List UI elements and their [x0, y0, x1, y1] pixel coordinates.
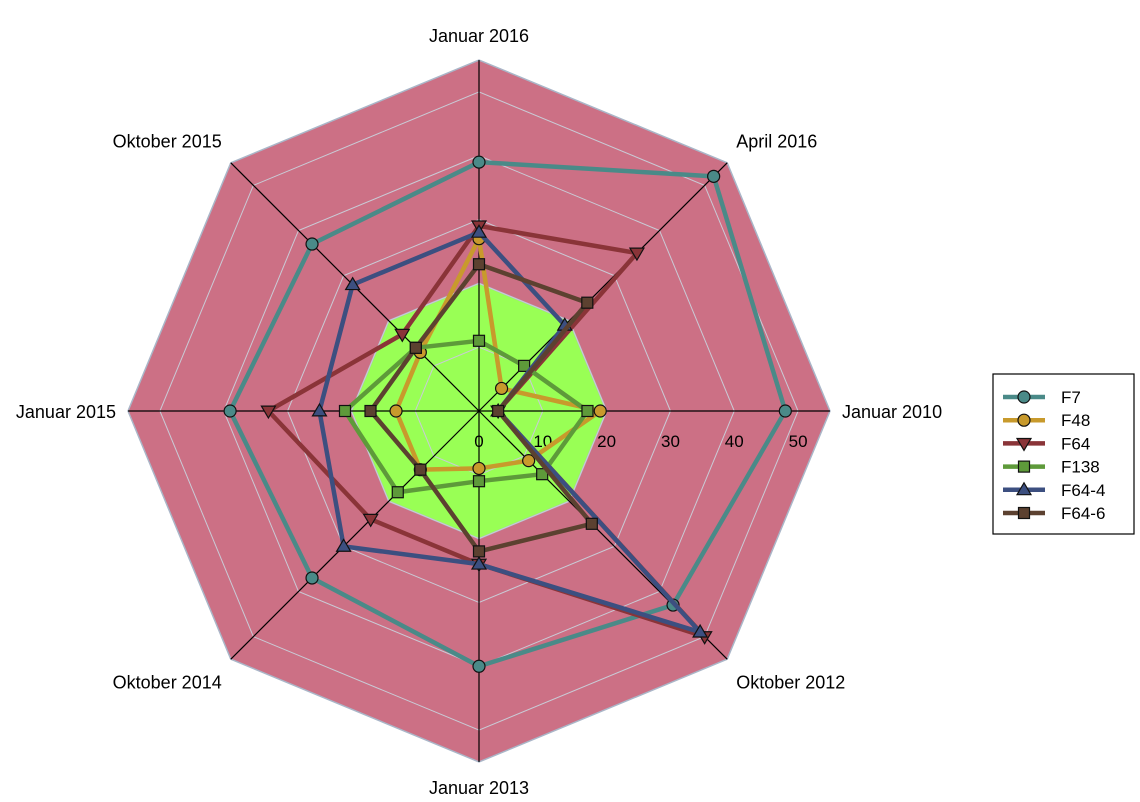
legend-label-f48: F48 [1061, 411, 1090, 430]
category-label-april-2016: April 2016 [736, 132, 817, 152]
point-f48-januar-2010 [593, 404, 607, 418]
series-f64-6 [364, 258, 598, 558]
point-f64-4-oktober-2015 [344, 276, 361, 291]
point-f64-oktober-2014 [362, 513, 379, 528]
point-f48-april-2016 [494, 381, 509, 396]
legend-item-f64-6: F64-6 [1003, 504, 1105, 523]
legend-label-f138: F138 [1061, 458, 1100, 477]
legend-item-f64: F64 [1003, 434, 1090, 453]
legend-item-f138: F138 [1003, 458, 1100, 477]
legend-item-f7: F7 [1003, 388, 1081, 407]
point-f64-4-oktober-2014 [335, 538, 352, 552]
point-f138-januar-2016 [472, 334, 486, 347]
point-f7-oktober-2015 [305, 237, 319, 251]
point-f7-januar-2013 [472, 659, 486, 673]
series-layer [223, 155, 792, 673]
legend-marker-f64 [1015, 437, 1033, 452]
point-f64-april-2016 [628, 247, 645, 262]
legend-label-f7: F7 [1061, 388, 1081, 407]
legend-box [992, 373, 1135, 535]
point-f64-6-januar-2013 [472, 545, 486, 558]
legend-marker-f48 [1017, 413, 1031, 427]
category-label-januar-2013: Januar 2013 [429, 778, 529, 798]
point-f48-januar-2013 [472, 461, 486, 476]
category-label-januar-2010: Januar 2010 [842, 402, 942, 422]
point-f138-oktober-2014 [391, 486, 404, 499]
legend-label-f64-6: F64-6 [1061, 504, 1105, 523]
axis-oktober-2014 [230, 410, 480, 660]
point-f7-april-2016 [707, 169, 721, 183]
legend-marker-f7 [1017, 390, 1031, 404]
point-f48-oktober-2012 [522, 454, 536, 468]
point-f138-januar-2013 [472, 475, 486, 488]
legend-marker-f64-4 [1015, 481, 1033, 496]
category-label-januar-2015: Januar 2015 [16, 402, 116, 422]
legend-label-f64-4: F64-4 [1061, 481, 1105, 500]
point-f48-januar-2015 [389, 404, 403, 418]
series-f7 [223, 155, 792, 673]
point-f64-6-oktober-2014 [414, 463, 427, 476]
radar-axes: Januar 2010 April 2016 Januar 2016 Oktober … [16, 26, 942, 798]
point-f7-januar-2010 [778, 404, 792, 418]
point-f138-januar-2015 [338, 404, 352, 418]
legend-item-f48: F48 [1003, 411, 1090, 430]
point-f64-6-januar-2016 [472, 258, 486, 271]
point-f7-januar-2015 [223, 404, 237, 418]
point-f64-oktober-2015 [394, 328, 411, 343]
point-f64-6-januar-2015 [364, 404, 377, 418]
category-label-oktober-2014: Oktober 2014 [113, 672, 222, 692]
point-f64-4-oktober-2012 [692, 623, 709, 638]
tick-label-20: 20 [597, 432, 616, 451]
point-f64-6-januar-2010 [492, 404, 505, 418]
point-f7-oktober-2014 [305, 571, 319, 585]
point-f64-6-april-2016 [581, 296, 594, 309]
point-f138-januar-2010 [581, 404, 594, 418]
point-f64-6-oktober-2015 [409, 341, 422, 354]
legend-label-f64: F64 [1061, 434, 1090, 453]
point-f64-4-januar-2015 [311, 402, 328, 417]
tick-label-40: 40 [725, 432, 744, 451]
point-f64-4-januar-2016 [470, 224, 488, 238]
legend: F7 F48 F64 F138 F64-4 F64-6 [992, 373, 1135, 535]
tick-label-30: 30 [661, 432, 680, 451]
point-f64-4-januar-2013 [470, 555, 488, 570]
point-f7-januar-2016 [472, 155, 486, 169]
point-f64-januar-2015 [260, 405, 277, 420]
legend-marker-f64-6 [1017, 506, 1031, 520]
point-f138-april-2016 [518, 359, 531, 372]
category-label-oktober-2015: Oktober 2015 [113, 132, 222, 152]
legend-item-f64-4: F64-4 [1003, 481, 1105, 500]
tick-label-50: 50 [789, 432, 808, 451]
tick-label-0: 0 [474, 432, 483, 451]
category-label-oktober-2012: Oktober 2012 [736, 672, 845, 692]
point-f64-6-oktober-2012 [585, 517, 598, 530]
category-label-januar-2016: Januar 2016 [429, 26, 529, 46]
legend-marker-f138 [1017, 460, 1031, 473]
